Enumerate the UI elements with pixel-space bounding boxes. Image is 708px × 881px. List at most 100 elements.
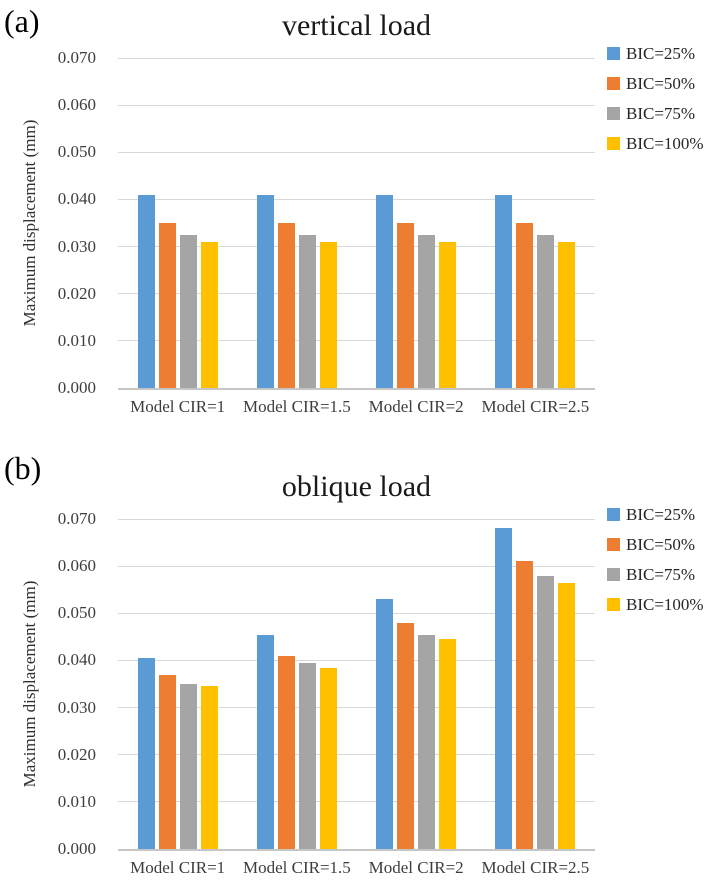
bar-BIC=100%: [200, 241, 218, 388]
legend-swatch: [607, 568, 620, 581]
y-tick-label: 0.070: [57, 48, 96, 67]
bar-group: [476, 58, 595, 388]
legend-swatch: [607, 107, 620, 120]
bar-BIC=50%: [397, 622, 415, 849]
gridline: [118, 801, 595, 803]
legend-item: BIC=100%: [607, 595, 704, 614]
x-axis-labels: Model CIR=1 Model CIR=1.5 Model CIR=2 Model…: [118, 858, 595, 878]
legend-swatch: [607, 598, 620, 611]
y-tick-label: 0.050: [57, 603, 96, 623]
y-tick-label: 0.010: [57, 791, 96, 811]
legend-item: BIC=75%: [607, 104, 704, 123]
x-axis-label: Model CIR=1.5: [242, 858, 351, 877]
gridline: [118, 246, 595, 248]
y-tick-label: 0.010: [57, 330, 96, 350]
gridlines: [118, 57, 595, 388]
bar-BIC=75%: [298, 234, 316, 388]
bar-BIC=75%: [537, 234, 555, 388]
legend-item: BIC=25%: [607, 505, 704, 524]
bar-BIC=25%: [137, 658, 155, 849]
y-tick-label: 0.000: [57, 839, 96, 858]
chart-title: oblique load: [281, 470, 432, 503]
legend-label: BIC=25%: [626, 504, 696, 524]
legend-swatch: [607, 538, 620, 551]
y-ticks: 0.000 0.010 0.020 0.030 0.040 0.050 0.060 0.070: [0, 509, 106, 858]
y-tick-label: 0.040: [57, 650, 96, 670]
gridline: [118, 659, 595, 661]
bar-BIC=25%: [256, 194, 274, 388]
bar-BIC=50%: [277, 223, 295, 388]
bar-BIC=100%: [319, 667, 337, 849]
gridline: [118, 340, 595, 342]
legend-swatch: [607, 508, 620, 521]
gridlines: [118, 518, 595, 849]
bar-BIC=100%: [200, 686, 218, 849]
gridline: [118, 612, 595, 614]
bar-BIC=50%: [277, 655, 295, 849]
legend-swatch: [607, 137, 620, 150]
x-axis-label: Model CIR=2: [368, 858, 464, 877]
bar-BIC=50%: [158, 674, 176, 849]
y-ticks: 0.000 0.010 0.020 0.030 0.040 0.050 0.060 0.070: [0, 48, 106, 397]
bar-BIC=100%: [439, 241, 457, 388]
bar-group: [118, 519, 237, 849]
x-axis-label: Model CIR=2.5: [481, 858, 590, 877]
x-axis-label: Model CIR=1.5: [242, 397, 351, 416]
bar-group: [237, 58, 356, 388]
x-axis-label: Model CIR=1: [130, 397, 226, 416]
legend-item: BIC=25%: [607, 44, 704, 63]
y-tick-label: 0.060: [57, 95, 96, 115]
legend: BIC=25% BIC=50% BIC=75% BIC=100%: [607, 44, 704, 153]
legend-item: BIC=50%: [607, 74, 704, 93]
legend-item: BIC=50%: [607, 535, 704, 554]
bar-group: [357, 58, 476, 388]
y-tick-label: 0.020: [57, 744, 96, 764]
bar-group: [237, 519, 356, 849]
gridline: [118, 57, 595, 59]
chart-title: vertical load: [281, 9, 432, 42]
bar-BIC=75%: [418, 234, 436, 388]
y-tick-label: 0.050: [57, 142, 96, 162]
bar-BIC=75%: [298, 662, 316, 849]
bar-BIC=75%: [179, 234, 197, 388]
bar-BIC=100%: [558, 582, 576, 849]
legend-label: BIC=50%: [626, 534, 696, 554]
bar-BIC=50%: [516, 223, 534, 388]
panel-label: (a): [4, 3, 40, 39]
gridline: [118, 198, 595, 200]
legend-item: BIC=100%: [607, 134, 704, 153]
x-axis-labels: Model CIR=1 Model CIR=1.5 Model CIR=2 Model…: [118, 397, 595, 417]
legend-label: BIC=75%: [626, 103, 696, 123]
chart-oblique-load: oblique load Maximum displacement (mm) 0…: [0, 461, 708, 881]
legend: BIC=25% BIC=50% BIC=75% BIC=100%: [607, 505, 704, 614]
bar-BIC=25%: [137, 194, 155, 388]
bar-group: [357, 519, 476, 849]
legend-label: BIC=50%: [626, 73, 696, 93]
bars: [118, 519, 595, 849]
panel-vertical-load: (a) vertical load Maximum displacement (…: [0, 3, 704, 417]
gridline: [118, 754, 595, 756]
legend-label: BIC=100%: [626, 594, 704, 614]
legend-item: BIC=75%: [607, 565, 704, 584]
legend-label: BIC=75%: [626, 564, 696, 584]
y-tick-label: 0.030: [57, 697, 96, 717]
bar-BIC=75%: [418, 634, 436, 849]
y-tick-label: 0.030: [57, 236, 96, 256]
plot-area: [118, 57, 595, 390]
gridline: [118, 104, 595, 106]
bar-BIC=25%: [376, 194, 394, 388]
bar-BIC=75%: [537, 575, 555, 849]
y-tick-label: 0.060: [57, 556, 96, 576]
gridline: [118, 518, 595, 520]
gridline: [118, 565, 595, 567]
bar-BIC=50%: [397, 223, 415, 388]
legend-label: BIC=25%: [626, 43, 696, 63]
x-axis-label: Model CIR=1: [130, 858, 226, 877]
bar-BIC=25%: [495, 528, 513, 849]
y-tick-label: 0.070: [57, 509, 96, 528]
y-tick-label: 0.040: [57, 189, 96, 209]
panel-label: (b): [4, 450, 42, 486]
gridline: [118, 151, 595, 153]
panel-oblique-load: (b) oblique load Maximum displacement (m…: [0, 441, 708, 881]
